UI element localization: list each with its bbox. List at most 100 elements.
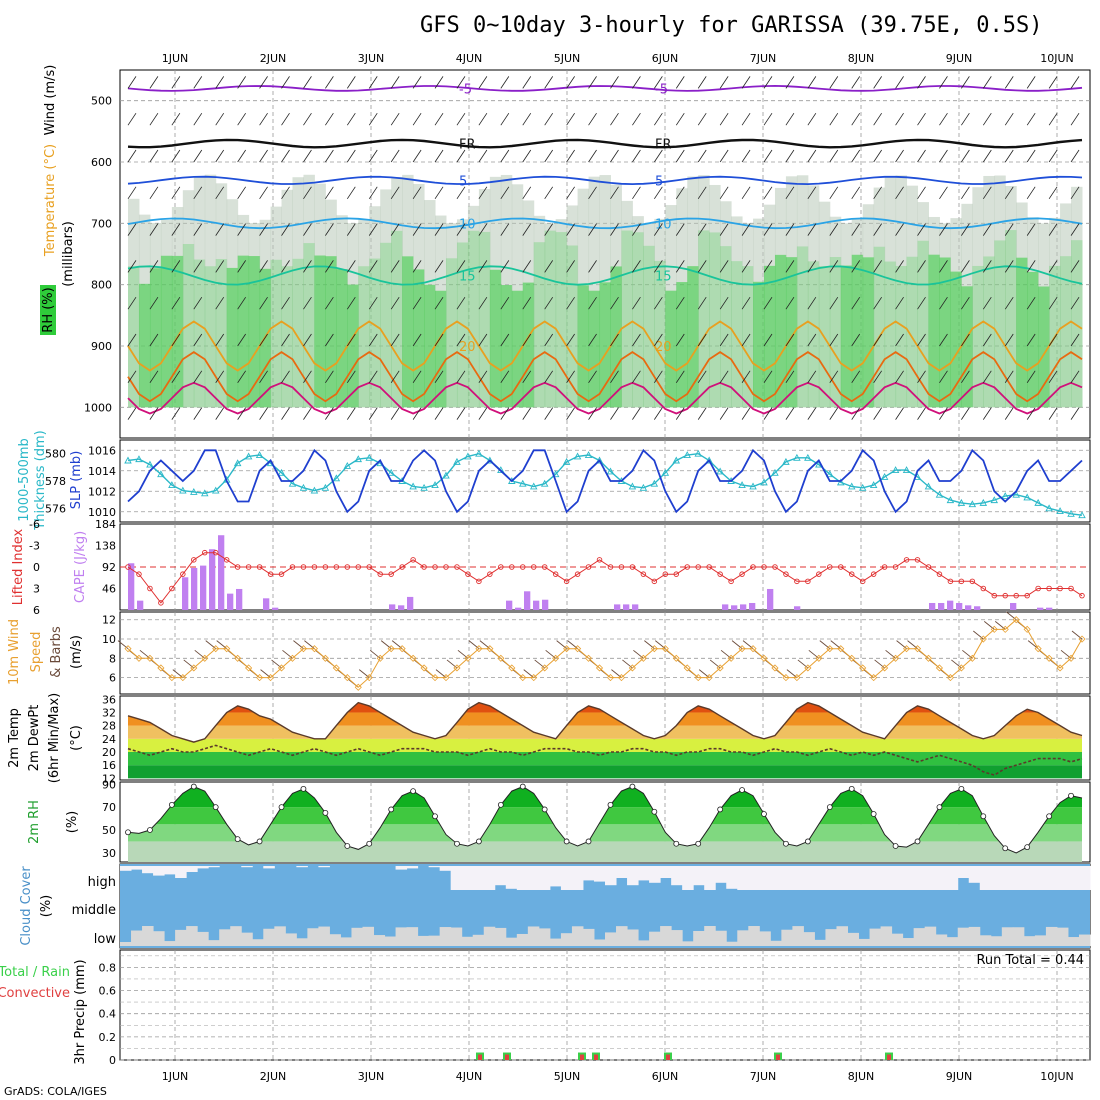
lifted-index-tick--6: -6: [29, 518, 40, 531]
cape-bar-71: [767, 588, 774, 610]
cloud-low-bar-42: [582, 928, 595, 946]
slp-tick-1014: 1014: [88, 465, 116, 478]
rh-gray-column: [303, 174, 315, 408]
wind-barb: [719, 407, 729, 420]
wind-barb: [829, 223, 839, 236]
wind-barb: [654, 370, 663, 384]
wind-barb: [675, 370, 685, 384]
wind-barb: [215, 407, 225, 420]
wind-barb: [873, 112, 882, 126]
wind-barb: [368, 149, 378, 163]
lifted-index-point-74: [936, 571, 943, 577]
wind-barb: [961, 407, 970, 420]
wind-barb: [829, 186, 839, 200]
rh-gray-column: [994, 175, 1006, 408]
thickness-tick-576: 576: [45, 502, 66, 515]
wind-barb: [171, 112, 181, 126]
rh-gray-column: [720, 201, 732, 408]
cloud-low-bar-49: [660, 926, 672, 946]
wind-barb: [763, 370, 773, 384]
cloud-high-gap-25: [395, 866, 408, 870]
date-label-top-9: 9JUN: [946, 52, 973, 65]
cloud-low-bar-39: [549, 938, 562, 946]
wind-barb: [303, 260, 312, 273]
wind-barb: [149, 223, 159, 236]
wind-barb: [1004, 223, 1014, 236]
wind-barb: [763, 223, 773, 236]
wind-barb: [610, 149, 619, 163]
date-label-top-4: 4JUN: [456, 52, 483, 65]
cloud-high-gap-11: [241, 866, 253, 868]
lifted-index-tick-3: 3: [33, 583, 40, 596]
thickness-point-83: [1034, 498, 1042, 506]
wind-barb: [917, 407, 926, 420]
rh-green-column: [753, 281, 765, 408]
thickness-point-59: [771, 468, 779, 476]
wind-barb: [675, 296, 685, 310]
pressure-tick-700: 700: [91, 217, 112, 230]
rh2m-point-14: [278, 804, 285, 811]
cape-bar-92: [956, 602, 963, 610]
cloud-low-bar-44: [605, 932, 617, 946]
bottom-date-labels: 1JUN 2JUN 3JUN 4JUN 5JUN 6JUN 7JUN 8JUN 9JUN 10JU…: [162, 1070, 1074, 1083]
cloud-low-bar-57: [748, 926, 760, 946]
thickness-point-27: [420, 483, 428, 491]
cloud-low-bar-60: [781, 929, 793, 946]
wind-barb: [917, 149, 926, 163]
wind-barb: [1048, 149, 1058, 163]
wind10m-point-52: [694, 674, 702, 682]
wind-barb: [982, 333, 992, 347]
cloud-low-bar-43: [593, 939, 606, 946]
wind-barb: [259, 260, 268, 273]
wind-barb: [303, 296, 312, 310]
wind10m-point-11: [245, 664, 253, 672]
wind-barb: [588, 76, 597, 89]
lifted-index-point-5: [180, 571, 186, 577]
wind-barb: [588, 370, 597, 384]
cloud-low-bar-31: [461, 936, 474, 946]
cloud-high-gap-85: [1056, 866, 1069, 890]
rh-green-column: [237, 255, 250, 408]
wind-barb: [259, 333, 268, 347]
wind-barb: [171, 149, 181, 163]
wind-barb: [763, 112, 773, 126]
wind-barb: [632, 407, 641, 420]
temperature-contour-10: [127, 217, 1083, 230]
precip-convective-bar-5: [776, 1054, 780, 1060]
date-label-top-8: 8JUN: [848, 52, 875, 65]
thickness-point-4: [168, 481, 176, 489]
wind-barb: [325, 260, 334, 273]
wind-barb: [1026, 186, 1036, 200]
contour-label-FR: FR: [655, 138, 672, 153]
wind-barb: [171, 296, 181, 310]
cloud-high-gap-51: [682, 866, 694, 890]
lifted-index-point-45: [618, 564, 625, 570]
wind-barb: [610, 112, 619, 126]
contour-label-5: 5: [655, 174, 663, 189]
temp2m-label-b: 2m DewPt: [27, 705, 42, 772]
wind10m-point-58: [760, 654, 768, 662]
rh-green-column: [785, 257, 798, 408]
wind10m-point-38: [541, 664, 549, 672]
temp2m-tick-16: 16: [102, 759, 116, 772]
cloud-high-gap-3: [153, 866, 165, 876]
upper-air-label-temp: Temperature (°C): [43, 144, 58, 257]
lifted-index-point-81: [1013, 592, 1019, 599]
wind-barb: [215, 296, 225, 310]
wind-barb: [961, 333, 970, 347]
wind-barb: [807, 370, 817, 384]
wind-barb: [149, 260, 159, 273]
wind-barb: [566, 76, 575, 89]
wind-barb: [1026, 260, 1036, 273]
thickness-point-67: [858, 483, 867, 491]
wind-barb: [719, 149, 729, 163]
wind-barb: [259, 76, 268, 89]
wind-barb: [215, 112, 225, 126]
cloud-low-bar-6: [186, 926, 198, 946]
temperature-contour-FR: [127, 138, 1083, 149]
wind-barb: [390, 76, 400, 89]
lifted-index-point-55: [728, 578, 734, 585]
cloud-high-gap-79: [990, 866, 1003, 890]
wind-barb: [566, 407, 575, 420]
rh2m-point-40: [563, 838, 570, 845]
